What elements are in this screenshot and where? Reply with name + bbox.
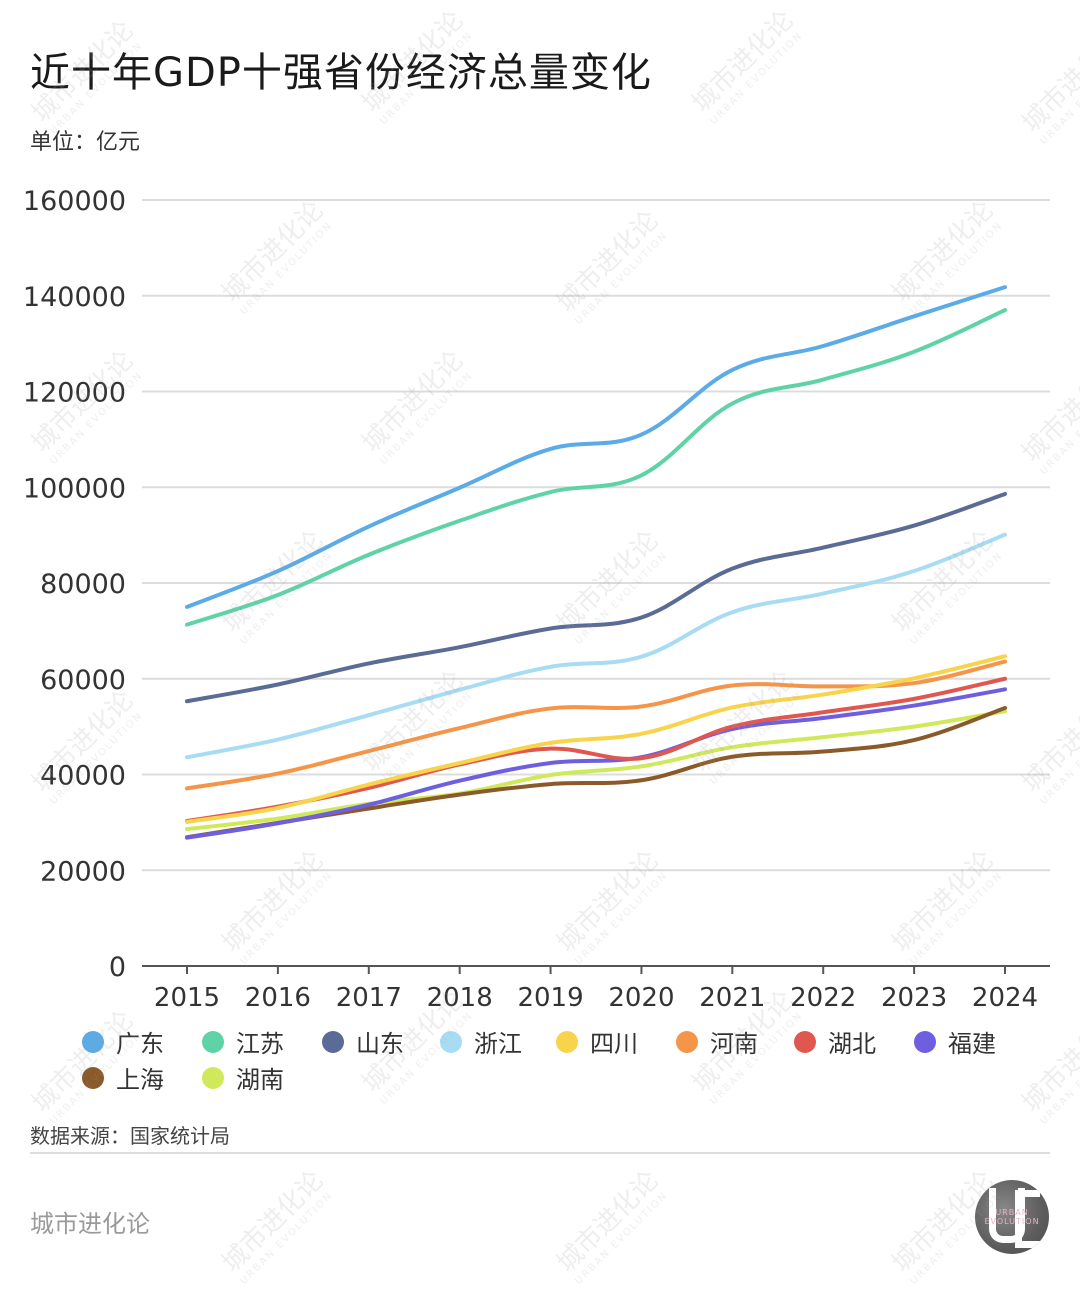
brand-name: 城市进化论 (30, 1210, 150, 1238)
x-tick-label: 2024 (972, 983, 1038, 1013)
watermark: 城市进化论 URBAN EVOLUTION (551, 1165, 671, 1287)
legend-item[interactable]: 湖北 (794, 1024, 876, 1059)
y-tick-label: 80000 (40, 569, 126, 600)
legend-swatch (914, 1030, 936, 1053)
series-line-浙江 (185, 532, 1007, 760)
legend-swatch (82, 1030, 104, 1053)
watermark: 城市进化论 URBAN EVOLUTION (686, 5, 806, 127)
legend-item[interactable]: 江苏 (202, 1024, 284, 1059)
y-tick-label: 60000 (40, 665, 126, 696)
x-tick-label: 2021 (699, 983, 765, 1013)
unit-label: 单位：亿元 (30, 130, 141, 155)
legend-item[interactable]: 湖南 (202, 1060, 284, 1095)
logo-text: URBAN EVOLUTION (984, 1208, 1040, 1226)
legend-swatch (440, 1030, 462, 1053)
legend-swatch (322, 1030, 344, 1053)
logo-e-shape (1015, 1190, 1040, 1248)
legend-label: 湖北 (828, 1030, 876, 1058)
series-line-福建 (185, 687, 1007, 840)
x-tick-label: 2019 (517, 983, 583, 1013)
x-tick-label: 2022 (790, 983, 856, 1013)
legend-label: 福建 (948, 1030, 996, 1058)
y-tick-label: 140000 (23, 282, 126, 313)
legend-item[interactable]: 四川 (556, 1024, 638, 1059)
legend-label: 四川 (590, 1030, 638, 1058)
y-tick-label: 20000 (40, 856, 126, 887)
legend-item[interactable]: 福建 (914, 1024, 996, 1059)
legend-swatch (794, 1030, 816, 1053)
legend-item[interactable]: 山东 (322, 1024, 404, 1059)
legend-swatch (202, 1066, 224, 1089)
legend-swatch (556, 1030, 578, 1053)
line-chart: 0 20000 40000 60000 80000 100000 120000 140000 1… (23, 186, 1050, 1013)
legend-swatch (202, 1030, 224, 1053)
watermark: 城市进化论 URBAN EVOLUTION (1016, 25, 1080, 147)
legend-item[interactable]: 河南 (676, 1024, 758, 1059)
legend-item[interactable]: 广东 (82, 1024, 164, 1059)
brand-logo: URBAN EVOLUTION (975, 1180, 1049, 1254)
legend-label: 广东 (116, 1030, 164, 1058)
legend-swatch (82, 1066, 104, 1089)
legend-label: 浙江 (474, 1030, 522, 1058)
x-tick-label: 2016 (245, 983, 311, 1013)
legend-swatch (676, 1030, 698, 1053)
y-tick-label: 40000 (40, 761, 126, 792)
y-tick-label: 0 (109, 952, 126, 983)
x-tick-label: 2023 (881, 983, 947, 1013)
footer-divider (30, 1152, 1050, 1154)
x-tick-label: 2015 (154, 983, 220, 1013)
legend-label: 江苏 (236, 1030, 284, 1058)
x-tick-label: 2018 (427, 983, 493, 1013)
legend-item[interactable]: 上海 (82, 1060, 164, 1095)
x-tick-label: 2017 (336, 983, 402, 1013)
legend-label: 上海 (116, 1066, 164, 1094)
y-tick-label: 100000 (23, 473, 126, 504)
series-line-四川 (185, 654, 1007, 824)
x-tick-label: 2020 (608, 983, 674, 1013)
legend-label: 湖南 (236, 1066, 284, 1094)
series-line-山东 (185, 491, 1007, 704)
legend-label: 山东 (356, 1030, 404, 1058)
legend-label: 河南 (710, 1030, 758, 1058)
series-line-湖南 (185, 709, 1007, 832)
legend-item[interactable]: 浙江 (440, 1024, 522, 1059)
data-source: 数据来源：国家统计局 (30, 1124, 230, 1148)
chart-title: 近十年GDP十强省份经济总量变化 (30, 50, 652, 96)
y-tick-label: 120000 (23, 378, 126, 409)
watermark: 城市进化论 URBAN EVOLUTION (216, 1165, 336, 1287)
series-line-江苏 (185, 308, 1007, 627)
y-tick-label: 160000 (23, 186, 126, 217)
series-line-广东 (185, 285, 1007, 609)
